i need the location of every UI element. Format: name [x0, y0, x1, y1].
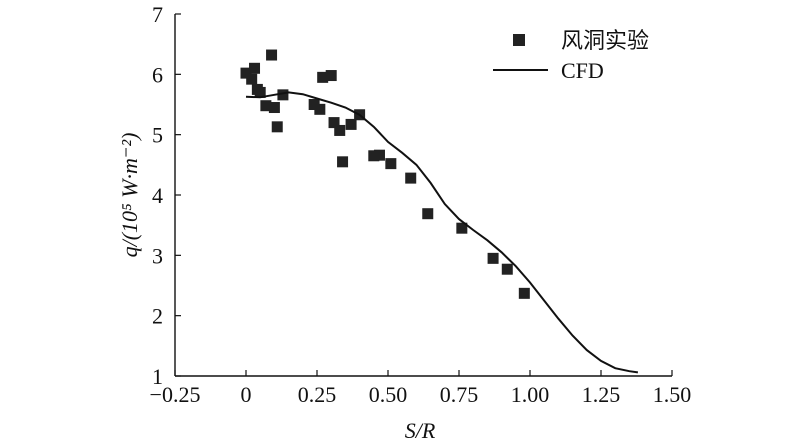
- data-point: [385, 158, 397, 170]
- y-tick-label: 4: [152, 183, 163, 208]
- data-point: [518, 287, 530, 299]
- data-point: [334, 124, 346, 136]
- data-point: [249, 62, 261, 74]
- y-tick-label: 3: [152, 243, 163, 268]
- x-tick-label: 0.75: [440, 382, 479, 407]
- data-point: [501, 263, 513, 275]
- data-point: [368, 150, 380, 162]
- x-tick-label: 1.25: [582, 382, 621, 407]
- legend-label: CFD: [561, 58, 604, 83]
- y-tick-label: 1: [152, 364, 163, 389]
- data-point: [337, 156, 349, 168]
- data-point: [325, 70, 337, 82]
- x-tick-label: 1.00: [511, 382, 550, 407]
- y-axis: 1 2 3 4 5 6 7: [152, 2, 181, 389]
- legend-swatch-square: [513, 34, 525, 46]
- series-layer: [240, 49, 639, 374]
- data-point: [277, 89, 289, 101]
- cfd-line: [245, 91, 639, 374]
- x-tick-label: −0.25: [150, 382, 201, 407]
- x-tick-label: 0.25: [298, 382, 337, 407]
- data-point: [266, 49, 278, 61]
- data-point: [405, 172, 417, 184]
- data-point: [317, 71, 329, 83]
- y-tick-label: 6: [152, 62, 163, 87]
- legend-label: 风洞实验: [561, 28, 649, 53]
- data-point: [487, 252, 499, 264]
- data-point: [422, 208, 434, 220]
- data-point: [373, 149, 385, 161]
- data-point: [260, 100, 272, 112]
- data-point: [456, 222, 468, 234]
- x-tick-label: 0: [241, 382, 252, 407]
- x-tick-label: 0.50: [369, 382, 408, 407]
- data-point: [345, 118, 357, 130]
- x-axis-title: S/R: [405, 418, 436, 443]
- data-point: [246, 73, 258, 85]
- y-tick-label: 5: [152, 123, 163, 148]
- x-axis: −0.25 0 0.25 0.50 0.75 1.00 1.25 1.50: [150, 370, 692, 407]
- data-point: [254, 86, 266, 98]
- data-point: [314, 103, 326, 115]
- legend: 风洞实验 CFD: [493, 28, 649, 83]
- y-tick-label: 7: [152, 2, 163, 27]
- data-point: [240, 67, 252, 79]
- y-tick-label: 2: [152, 304, 163, 329]
- data-point: [328, 117, 340, 129]
- data-point: [268, 102, 280, 114]
- y-axis-title: q/(10⁵ W·m⁻²): [117, 133, 142, 258]
- data-point: [271, 121, 283, 133]
- data-point: [308, 99, 320, 110]
- x-tick-label: 1.50: [653, 382, 692, 407]
